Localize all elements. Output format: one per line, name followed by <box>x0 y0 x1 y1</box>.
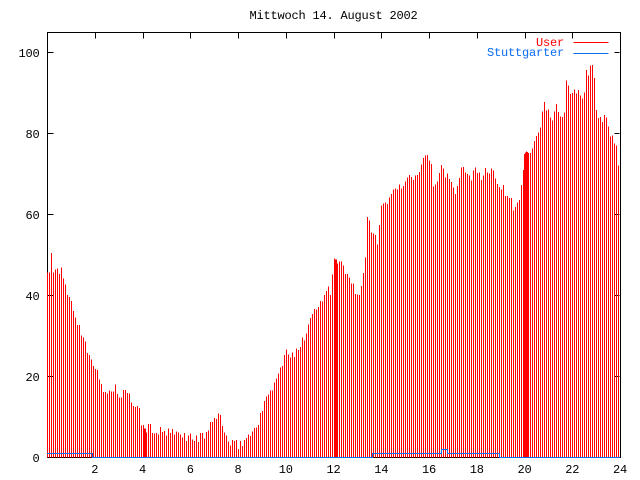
svg-text:6: 6 <box>187 463 194 477</box>
svg-text:60: 60 <box>25 209 39 223</box>
svg-text:24: 24 <box>613 463 627 477</box>
svg-text:0: 0 <box>32 452 39 466</box>
svg-text:User: User <box>536 36 564 50</box>
svg-text:Stuttgarter: Stuttgarter <box>487 46 564 60</box>
svg-text:Mittwoch 14. August 2002: Mittwoch 14. August 2002 <box>249 9 417 23</box>
svg-text:22: 22 <box>565 463 579 477</box>
svg-text:18: 18 <box>470 463 484 477</box>
svg-text:80: 80 <box>25 128 39 142</box>
svg-text:14: 14 <box>374 463 388 477</box>
svg-text:20: 20 <box>25 371 39 385</box>
svg-text:20: 20 <box>517 463 531 477</box>
svg-text:8: 8 <box>234 463 241 477</box>
svg-text:12: 12 <box>326 463 340 477</box>
svg-text:40: 40 <box>25 290 39 304</box>
svg-text:100: 100 <box>18 47 39 61</box>
svg-text:2: 2 <box>91 463 98 477</box>
svg-text:10: 10 <box>279 463 293 477</box>
svg-text:16: 16 <box>422 463 436 477</box>
svg-text:4: 4 <box>139 463 146 477</box>
